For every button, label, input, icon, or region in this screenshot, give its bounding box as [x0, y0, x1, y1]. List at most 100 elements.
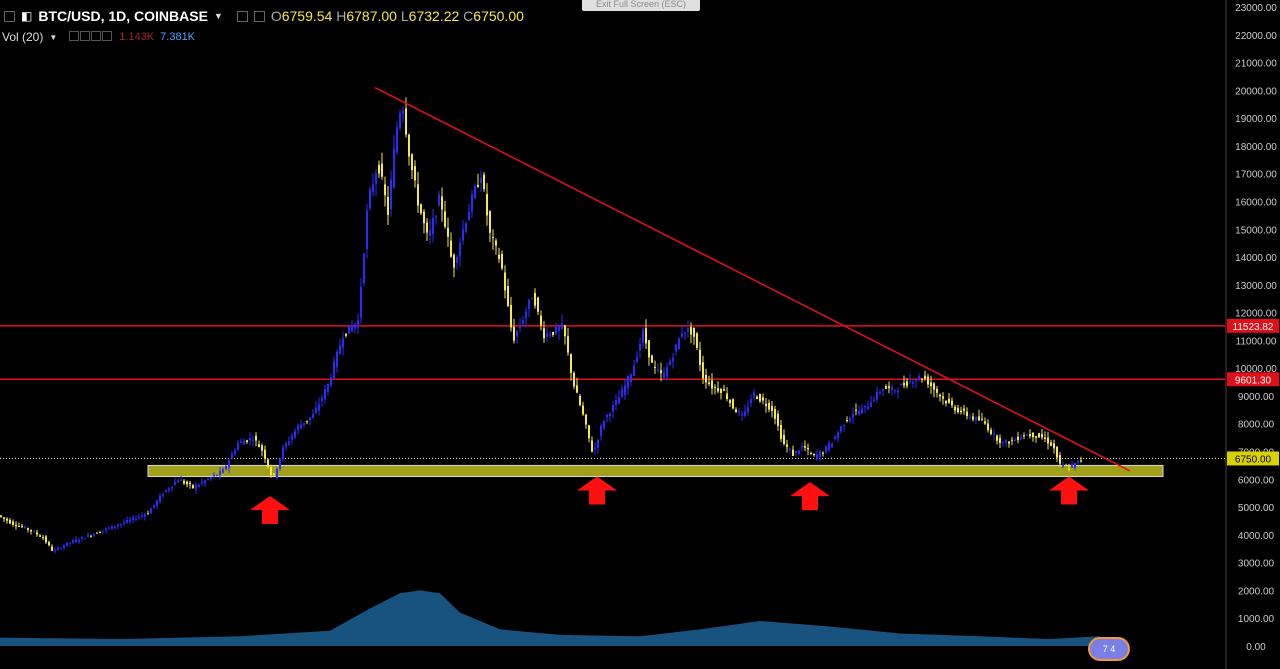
candle-body [129, 519, 131, 522]
candle-body [408, 134, 410, 157]
candle-body [291, 435, 293, 440]
candle-body [660, 370, 662, 374]
candle-body [372, 184, 374, 192]
candle-body [513, 326, 515, 341]
y-tick-label: 3000.00 [1238, 559, 1275, 570]
candle-body [3, 517, 5, 519]
candle-body [957, 407, 959, 413]
low-key: L [400, 8, 409, 24]
candle-body [72, 540, 74, 543]
close-icon[interactable] [102, 30, 113, 41]
candle-body [483, 174, 485, 190]
candle-body [147, 513, 149, 515]
y-tick-label: 6000.00 [1238, 475, 1275, 486]
candle-body [567, 336, 569, 353]
y-tick-label: 8000.00 [1238, 420, 1275, 431]
candle-body [351, 325, 353, 332]
candle-body [240, 441, 242, 443]
candle-body [858, 411, 860, 415]
candle-body [732, 399, 734, 409]
chevron-down-icon[interactable]: ▼ [49, 32, 58, 42]
resistance-price-label: 11523.82 [1233, 322, 1274, 333]
candle-body [87, 534, 89, 537]
collapse-icon[interactable] [4, 10, 15, 22]
candle-body [819, 451, 821, 458]
candle-body [303, 423, 305, 425]
candle-body [45, 536, 47, 543]
chevron-down-icon[interactable]: ▼ [213, 11, 223, 21]
candle-body [237, 443, 239, 451]
candle-body [135, 518, 137, 520]
gear-icon[interactable] [80, 30, 91, 41]
candle-body [561, 323, 563, 329]
candle-body [603, 421, 605, 428]
candle-body [1032, 432, 1034, 438]
candle-body [264, 449, 266, 459]
candle-body [150, 508, 152, 514]
candle-body [1080, 460, 1082, 462]
candle-body [36, 532, 38, 535]
square-icon[interactable] [91, 30, 102, 41]
candle-body [789, 449, 791, 451]
candle-body [627, 376, 629, 388]
volume-label[interactable]: Vol (20) [2, 30, 44, 44]
candle-body [765, 403, 767, 406]
candle-body [315, 407, 317, 413]
up-arrow-marker [1049, 476, 1089, 505]
candle-body [921, 378, 923, 380]
flag-icon[interactable]: ◧ [21, 9, 33, 23]
candle-body [84, 538, 86, 540]
candle-body [225, 466, 227, 470]
candle-body [798, 450, 800, 454]
symbol-label[interactable]: BTC/USD, 1D, COINBASE [38, 8, 208, 24]
candle-body [33, 531, 35, 533]
candle-body [720, 389, 722, 393]
y-tick-label: 13000.00 [1235, 281, 1277, 292]
candle-body [255, 435, 257, 441]
candle-body [714, 387, 716, 389]
candle-body [690, 327, 692, 335]
eye-icon[interactable] [69, 30, 80, 41]
candle-body [42, 537, 44, 539]
candle-body [999, 437, 1001, 444]
candle-body [210, 477, 212, 480]
exit-fullscreen-button[interactable]: Exit Full Screen (ESC) [582, 0, 700, 11]
candle-body [441, 196, 443, 210]
candle-body [942, 396, 944, 399]
candle-body [657, 369, 659, 371]
candle-body [675, 344, 677, 352]
candle-body [954, 406, 956, 411]
candle-body [39, 535, 41, 537]
candle-body [1068, 468, 1070, 470]
candle-body [735, 409, 737, 413]
candle-body [294, 430, 296, 438]
candle-body [501, 254, 503, 269]
candle-body [630, 374, 632, 383]
hide-icon[interactable] [253, 10, 265, 22]
candle-body [324, 389, 326, 400]
y-tick-label: 9000.00 [1238, 392, 1275, 403]
candle-body [183, 480, 185, 484]
candle-body [471, 194, 473, 213]
candle-body [30, 529, 32, 532]
candle-body [462, 229, 464, 241]
candle-body [684, 332, 686, 334]
candle-body [1026, 434, 1028, 436]
candle-body [852, 413, 854, 418]
candle-body [726, 393, 728, 400]
descending-trendline [374, 86, 1131, 472]
candle-body [609, 414, 611, 417]
settings-icon[interactable] [236, 10, 248, 22]
candle-body [699, 349, 701, 365]
candle-body [978, 416, 980, 421]
candle-body [981, 418, 983, 420]
candle-body [663, 372, 665, 378]
candle-body [975, 416, 977, 421]
price-tag-bg [1227, 318, 1279, 333]
candle-body [705, 374, 707, 383]
candle-body [54, 549, 56, 551]
candle-body [189, 482, 191, 485]
volume-controls[interactable] [69, 30, 113, 44]
volume-value-2: 7.381K [160, 31, 196, 43]
